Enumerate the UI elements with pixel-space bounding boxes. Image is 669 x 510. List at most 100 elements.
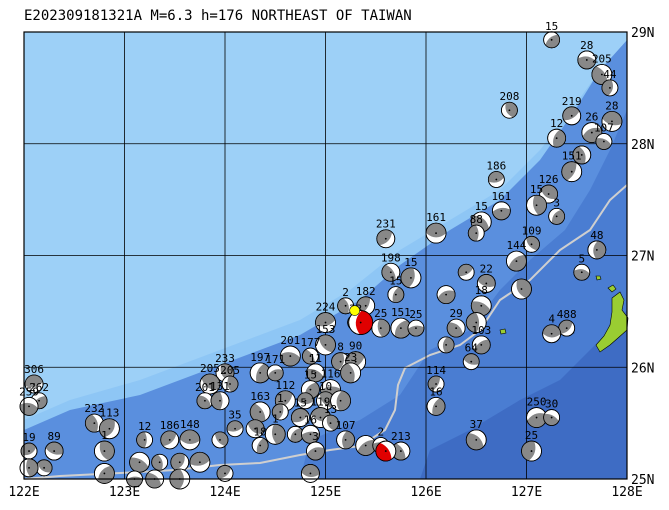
focal-mechanism-icon <box>340 362 362 384</box>
focal-mechanism-icon <box>471 335 491 355</box>
event-depth-label: 186 <box>486 160 506 173</box>
focal-mechanism-icon <box>437 336 455 354</box>
focal-mechanism-icon <box>160 430 180 450</box>
lat-tick-label: 29N <box>631 26 654 41</box>
focal-mechanism-icon <box>196 392 214 410</box>
event-depth-label: 15 <box>389 275 402 288</box>
focal-mechanism-icon <box>491 201 511 221</box>
focal-mechanism-icon <box>547 128 567 148</box>
focal-mechanism-icon <box>467 224 485 242</box>
focal-mechanism-icon <box>487 171 505 188</box>
event-depth-label: 12 <box>138 420 151 433</box>
focal-mechanism-icon <box>407 319 425 337</box>
focal-mechanism-icon <box>315 312 336 333</box>
focal-mechanism-icon <box>381 262 401 282</box>
focal-mechanism-icon <box>20 442 38 460</box>
event-depth-label: 488 <box>557 308 577 321</box>
focal-mechanism-icon <box>542 324 562 344</box>
focal-mechanism-icon <box>179 429 201 451</box>
event-depth-label: 182 <box>356 285 376 298</box>
event-depth-label: 25 <box>525 429 538 442</box>
focal-mechanism-icon <box>577 50 597 70</box>
focal-mechanism-icon <box>226 420 244 438</box>
focal-mechanism-icon <box>548 207 566 225</box>
focal-mechanism-icon <box>573 263 591 281</box>
event-depth-label: 259 <box>19 385 39 398</box>
small-island-1 <box>607 284 617 293</box>
lon-tick-label: 126E <box>410 485 441 500</box>
event-depth-label: 64 <box>465 342 479 355</box>
focal-mechanism-icon <box>371 318 391 338</box>
focal-mechanism-icon <box>249 401 271 423</box>
focal-mechanism-icon <box>375 440 397 462</box>
event-depth-label: 213 <box>391 430 411 443</box>
focal-mechanism-icon <box>84 413 104 433</box>
event-depth-label: 8 <box>337 341 344 354</box>
event-depth-label: 153 <box>316 323 336 336</box>
okinawa-island <box>595 291 629 353</box>
focal-mechanism-icon <box>543 31 561 49</box>
event-depth-label: 1 <box>272 412 279 425</box>
focal-mechanism-icon <box>210 391 230 411</box>
focal-mechanism-icon <box>129 451 150 473</box>
focal-mechanism-icon <box>301 464 320 483</box>
focal-mechanism-icon <box>94 463 115 484</box>
event-depth-label: 15 <box>404 256 417 269</box>
lat-tick-label: 26N <box>631 361 654 376</box>
focal-mechanism-icon <box>211 431 229 449</box>
focal-mechanism-icon <box>199 373 221 395</box>
focal-mechanism-icon <box>376 229 396 249</box>
lat-tick-label: 28N <box>631 138 654 153</box>
focal-mechanism-icon <box>136 431 154 449</box>
focal-mechanism-icon <box>315 334 336 356</box>
event-depth-label: 88 <box>470 213 483 226</box>
event-depth-label: 114 <box>426 364 446 377</box>
event-depth-label: 161 <box>491 190 511 203</box>
focal-mechanism-icon <box>245 419 265 439</box>
lon-tick-label: 127E <box>511 485 542 500</box>
event-depth-label: 5 <box>578 252 585 265</box>
focal-mechanism-icon <box>189 451 211 473</box>
event-depth-label: 2 <box>342 286 349 299</box>
event-depth-label: 10 <box>319 380 332 393</box>
main-event-epicenter-dot <box>349 305 360 316</box>
focal-mechanism-icon <box>264 423 286 445</box>
focal-mechanism-icon <box>436 285 456 305</box>
event-depth-label: 126 <box>539 173 559 186</box>
event-depth-label: 26 <box>585 111 598 124</box>
focal-mechanism-icon <box>19 396 39 416</box>
event-depth-label: 116 <box>321 368 341 381</box>
event-depth-label: 15 <box>530 183 543 196</box>
event-depth-label: 25 <box>374 307 387 320</box>
event-depth-label: 306 <box>24 363 44 376</box>
event-depth-label: 2 <box>377 425 384 438</box>
focal-mechanism-icon <box>44 441 64 461</box>
focal-mechanism-icon <box>526 194 547 216</box>
focal-mechanism-icon <box>506 250 527 272</box>
event-depth-label: 107 <box>594 122 614 135</box>
event-depth-label: 148 <box>180 418 200 431</box>
focal-mechanism-icon <box>24 374 44 394</box>
event-depth-label: 1 <box>101 429 108 442</box>
event-depth-label: 224 <box>316 301 336 314</box>
focal-mechanism-icon <box>306 441 325 461</box>
focal-mechanism-icon <box>591 64 613 85</box>
focal-mechanism-icon <box>595 133 613 150</box>
event-depth-label: 44 <box>603 68 617 81</box>
focal-mechanism-icon <box>601 79 619 97</box>
event-depth-label: 161 <box>426 211 446 224</box>
focal-mechanism-icon <box>249 362 271 384</box>
event-depth-label: 35 <box>228 409 241 422</box>
event-depth-label: 233 <box>215 352 235 365</box>
lon-tick-label: 123E <box>109 485 140 500</box>
event-depth-label: 151 <box>562 150 582 163</box>
focal-mechanism-icon <box>526 407 547 428</box>
map-title: E202309181321A M=6.3 h=176 NORTHEAST OF … <box>24 8 412 24</box>
focal-mechanism-icon <box>521 440 542 462</box>
event-depth-label: 109 <box>522 224 542 237</box>
event-depth-label: 15 <box>304 369 317 382</box>
event-depth-label: 3 <box>312 430 319 443</box>
event-depth-label: 262 <box>29 381 49 394</box>
event-depth-label: 198 <box>381 251 401 264</box>
